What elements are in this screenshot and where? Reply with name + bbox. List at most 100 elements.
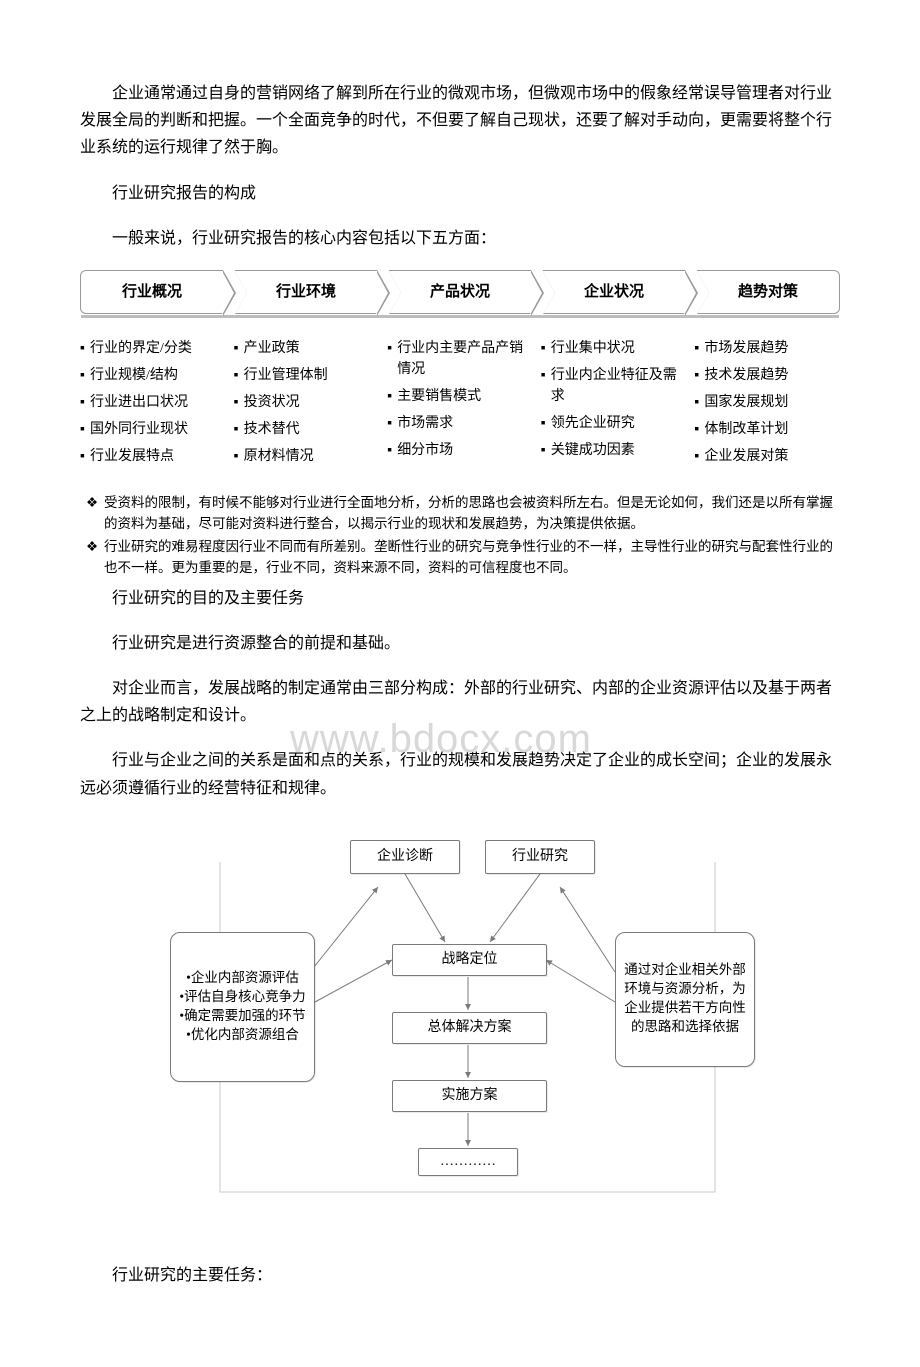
tab-label: 行业概况 <box>122 279 182 305</box>
aspects-grid: ▪行业的界定/分类▪行业规模/结构▪行业进出口状况▪国外同行业现状▪行业发展特点… <box>80 332 840 473</box>
page-content: 企业通常通过自身的营销网络了解到所在行业的微观市场，但微观市场中的假象经常误导管… <box>80 80 840 1289</box>
bullet-icon: ▪ <box>541 413 551 434</box>
grid-item-text: 行业管理体制 <box>244 365 328 386</box>
bullet-icon: ▪ <box>387 386 397 407</box>
bullet-icon: ▪ <box>80 446 90 467</box>
flow-box-more: ………… <box>418 1148 518 1176</box>
grid-item: ▪市场发展趋势 <box>694 338 840 359</box>
grid-item-text: 国外同行业现状 <box>90 419 188 440</box>
grid-item-text: 细分市场 <box>397 440 453 461</box>
grid-item: ▪市场需求 <box>387 413 533 434</box>
grid-col-0: ▪行业的界定/分类▪行业规模/结构▪行业进出口状况▪国外同行业现状▪行业发展特点 <box>80 332 226 473</box>
grid-item-text: 市场发展趋势 <box>704 338 788 359</box>
grid-col-4: ▪市场发展趋势▪技术发展趋势▪国家发展规划▪体制改革计划▪企业发展对策 <box>694 332 840 473</box>
paragraph-five-aspects: 一般来说，行业研究报告的核心内容包括以下五方面： <box>80 225 840 252</box>
bullet-icon: ▪ <box>694 365 704 386</box>
tab-label: 企业状况 <box>584 279 644 305</box>
grid-item: ▪细分市场 <box>387 440 533 461</box>
flow-box-implement: 实施方案 <box>392 1080 547 1112</box>
note-row: ❖行业研究的难易程度因行业不同而有所差别。垄断性行业的研究与竞争性行业的不一样，… <box>86 537 834 579</box>
bullet-icon: ▪ <box>80 419 90 440</box>
bullet-icon: ▪ <box>234 365 244 386</box>
note-row: ❖受资料的限制，有时候不能够对行业进行全面地分析，分析的思路也会被资料所左右。但… <box>86 493 834 535</box>
paragraph-intro: 企业通常通过自身的营销网络了解到所在行业的微观市场，但微观市场中的假象经常误导管… <box>80 80 840 162</box>
grid-item: ▪国家发展规划 <box>694 392 840 413</box>
tab-label: 产品状况 <box>430 279 490 305</box>
heading-composition: 行业研究报告的构成 <box>80 180 840 207</box>
tab-enterprise: 企业状况 <box>543 270 685 314</box>
heading-purpose: 行业研究的目的及主要任务 <box>80 585 840 612</box>
bullet-icon: ▪ <box>387 440 397 461</box>
grid-item-text: 技术替代 <box>244 419 300 440</box>
grid-item: ▪行业规模/结构 <box>80 365 226 386</box>
flow-label: 总体解决方案 <box>428 1018 512 1038</box>
bullet-icon: ▪ <box>234 392 244 413</box>
bullet-icon: ▪ <box>234 446 244 467</box>
grid-col-3: ▪行业集中状况▪行业内企业特征及需求▪领先企业研究▪关键成功因素 <box>541 332 687 473</box>
grid-item-text: 技术发展趋势 <box>704 365 788 386</box>
paragraph-relation: 行业与企业之间的关系是面和点的关系，行业的规模和发展趋势决定了企业的成长空间；企… <box>80 747 840 801</box>
flow-label: 实施方案 <box>442 1086 498 1106</box>
grid-item: ▪行业管理体制 <box>234 365 380 386</box>
flow-box-position: 战略定位 <box>392 944 547 976</box>
bullet-icon: ▪ <box>234 419 244 440</box>
grid-item-text: 市场需求 <box>397 413 453 434</box>
bullet-icon: ▪ <box>387 338 397 380</box>
diamond-bullet-icon: ❖ <box>86 537 104 579</box>
bullet-icon: ▪ <box>694 446 704 467</box>
grid-item: ▪行业进出口状况 <box>80 392 226 413</box>
tab-product: 产品状况 <box>389 270 531 314</box>
flow-label: ………… <box>440 1152 496 1172</box>
grid-item-text: 原材料情况 <box>244 446 314 467</box>
flow-label: 通过对企业相关外部环境与资源分析，为企业提供若干方向性的思路和选择依据 <box>624 961 746 1037</box>
notes-block: ❖受资料的限制，有时候不能够对行业进行全面地分析，分析的思路也会被资料所左右。但… <box>80 493 840 579</box>
heading-tasks: 行业研究的主要任务： <box>80 1262 840 1289</box>
grid-item-text: 行业规模/结构 <box>90 365 178 386</box>
flow-box-right: 通过对企业相关外部环境与资源分析，为企业提供若干方向性的思路和选择依据 <box>615 932 755 1067</box>
grid-item-text: 企业发展对策 <box>704 446 788 467</box>
grid-item-text: 领先企业研究 <box>551 413 635 434</box>
grid-item-text: 行业内企业特征及需求 <box>551 365 687 407</box>
paragraph-three-parts: 对企业而言，发展战略的制定通常由三部分构成：外部的行业研究、内部的企业资源评估以… <box>80 675 840 729</box>
grid-item-text: 体制改革计划 <box>704 419 788 440</box>
flowchart: 企业诊断 行业研究 战略定位 总体解决方案 实施方案 ………… •企业内部资源评… <box>160 832 760 1232</box>
bullet-icon: ▪ <box>694 392 704 413</box>
bullet-icon: ▪ <box>694 338 704 359</box>
tabs-row: 行业概况 行业环境 产品状况 企业状况 趋势对策 <box>80 270 840 314</box>
tab-label: 行业环境 <box>276 279 336 305</box>
grid-item: ▪技术替代 <box>234 419 380 440</box>
grid-item: ▪领先企业研究 <box>541 413 687 434</box>
grid-item: ▪行业内企业特征及需求 <box>541 365 687 407</box>
grid-item: ▪原材料情况 <box>234 446 380 467</box>
flow-box-diagnosis: 企业诊断 <box>350 840 460 874</box>
bullet-icon: ▪ <box>694 419 704 440</box>
grid-item: ▪投资状况 <box>234 392 380 413</box>
grid-col-1: ▪产业政策▪行业管理体制▪投资状况▪技术替代▪原材料情况 <box>234 332 380 473</box>
bullet-icon: ▪ <box>541 440 551 461</box>
grid-item-text: 行业集中状况 <box>551 338 635 359</box>
flow-box-left: •企业内部资源评估•评估自身核心竞争力•确定需要加强的环节•优化内部资源组合 <box>170 932 315 1082</box>
paragraph-basis: 行业研究是进行资源整合的前提和基础。 <box>80 630 840 657</box>
grid-item-text: 主要销售模式 <box>397 386 481 407</box>
grid-item-text: 行业进出口状况 <box>90 392 188 413</box>
grid-item-text: 行业内主要产品产销情况 <box>397 338 533 380</box>
note-text: 行业研究的难易程度因行业不同而有所差别。垄断性行业的研究与竞争性行业的不一样，主… <box>104 537 834 579</box>
grid-item-text: 产业政策 <box>244 338 300 359</box>
grid-item: ▪行业发展特点 <box>80 446 226 467</box>
flow-label: 战略定位 <box>442 950 498 970</box>
tab-label: 趋势对策 <box>738 279 798 305</box>
grid-item-text: 行业的界定/分类 <box>90 338 192 359</box>
grid-item-text: 国家发展规划 <box>704 392 788 413</box>
grid-item: ▪体制改革计划 <box>694 419 840 440</box>
bullet-icon: ▪ <box>234 338 244 359</box>
grid-item-text: 行业发展特点 <box>90 446 174 467</box>
flow-label: 企业诊断 <box>377 847 433 867</box>
bullet-icon: ▪ <box>387 413 397 434</box>
bullet-icon: ▪ <box>541 338 551 359</box>
tab-environment: 行业环境 <box>235 270 377 314</box>
flow-box-research: 行业研究 <box>485 840 595 874</box>
tab-overview: 行业概况 <box>80 270 223 314</box>
grid-item-text: 投资状况 <box>244 392 300 413</box>
grid-item-text: 关键成功因素 <box>551 440 635 461</box>
bullet-icon: ▪ <box>80 392 90 413</box>
